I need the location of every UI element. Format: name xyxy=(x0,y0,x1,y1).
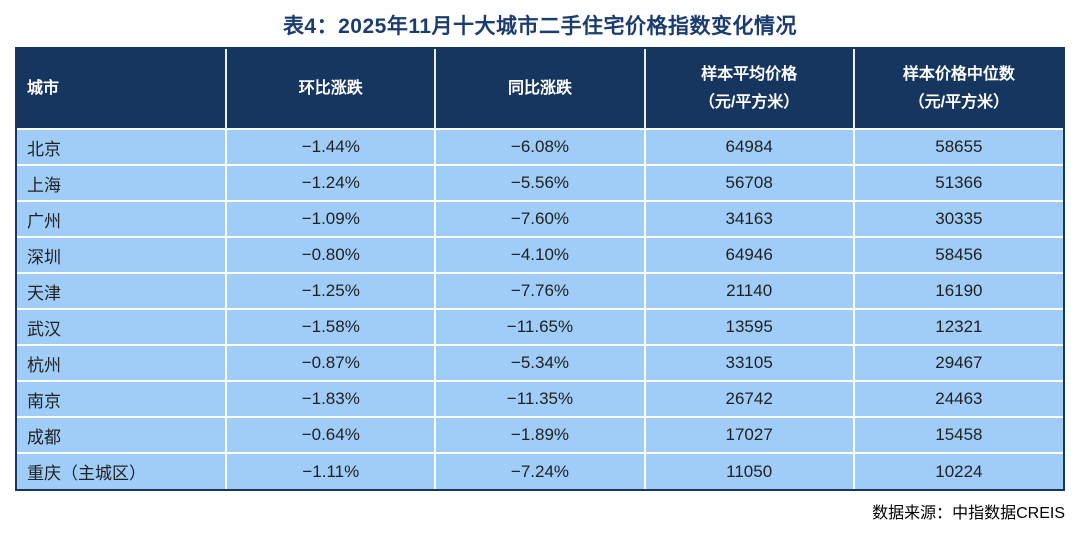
table-body: 北京 −1.44% −6.08% 64984 58655 上海 −1.24% −… xyxy=(17,128,1063,489)
table-row: 深圳 −0.80% −4.10% 64946 58456 xyxy=(17,236,1063,273)
table-header: 城市 环比涨跌 同比涨跌 样本平均价格 （元/平方米） 样本价格中位数 （元/平 xyxy=(17,49,1063,129)
cell-median-price: 16190 xyxy=(853,272,1063,309)
cell-avg-price: 21140 xyxy=(644,272,855,309)
cell-yoy: −11.65% xyxy=(435,308,646,345)
cell-avg-price: 26742 xyxy=(644,380,855,417)
cell-median-price: 51366 xyxy=(853,164,1063,201)
table-row: 成都 −0.64% −1.89% 17027 15458 xyxy=(17,416,1063,453)
cell-yoy: −7.76% xyxy=(435,272,646,309)
cell-avg-price: 64946 xyxy=(644,236,855,273)
cell-mom: −1.58% xyxy=(226,308,437,345)
cell-city: 上海 xyxy=(17,164,228,201)
cell-city: 广州 xyxy=(17,200,228,237)
cell-yoy: −5.34% xyxy=(435,344,646,381)
header-median-price: 样本价格中位数 （元/平方米） xyxy=(853,49,1063,129)
table-row: 南京 −1.83% −11.35% 26742 24463 xyxy=(17,380,1063,417)
cell-median-price: 58655 xyxy=(853,128,1063,165)
cell-city: 杭州 xyxy=(17,344,228,381)
cell-yoy: −11.35% xyxy=(435,380,646,417)
header-avg-price: 样本平均价格 （元/平方米） xyxy=(644,49,855,129)
cell-median-price: 24463 xyxy=(853,380,1063,417)
table-row: 武汉 −1.58% −11.65% 13595 12321 xyxy=(17,308,1063,345)
cell-city: 深圳 xyxy=(17,236,228,273)
header-city-label: 城市 xyxy=(27,79,60,97)
cell-avg-price: 64984 xyxy=(644,128,855,165)
data-source-note: 数据来源：中指数据CREIS xyxy=(872,505,1065,522)
cell-avg-price: 56708 xyxy=(644,164,855,201)
table-row: 杭州 −0.87% −5.34% 33105 29467 xyxy=(17,344,1063,381)
cell-mom: −0.64% xyxy=(226,416,437,453)
cell-city: 天津 xyxy=(17,272,228,309)
cell-avg-price: 33105 xyxy=(644,344,855,381)
cell-mom: −1.11% xyxy=(226,452,437,489)
cell-avg-price: 34163 xyxy=(644,200,855,237)
cell-mom: −0.87% xyxy=(226,344,437,381)
table-title: 表4：2025年11月十大城市二手住宅价格指数变化情况 xyxy=(282,15,798,38)
cell-avg-price: 11050 xyxy=(644,452,855,489)
data-table: 城市 环比涨跌 同比涨跌 样本平均价格 （元/平方米） 样本价格中位数 （元/平 xyxy=(17,49,1063,489)
data-table-container: 城市 环比涨跌 同比涨跌 样本平均价格 （元/平方米） 样本价格中位数 （元/平 xyxy=(15,47,1065,491)
cell-mom: −0.80% xyxy=(226,236,437,273)
cell-city: 南京 xyxy=(17,380,228,417)
cell-median-price: 30335 xyxy=(853,200,1063,237)
cell-median-price: 15458 xyxy=(853,416,1063,453)
header-city: 城市 xyxy=(17,49,228,129)
table-row: 北京 −1.44% −6.08% 64984 58655 xyxy=(17,128,1063,165)
cell-yoy: −7.60% xyxy=(435,200,646,237)
table-row: 广州 −1.09% −7.60% 34163 30335 xyxy=(17,200,1063,237)
cell-yoy: −7.24% xyxy=(435,452,646,489)
header-avg-label: 样本平均价格 xyxy=(701,66,798,84)
header-median-label: 样本价格中位数 xyxy=(902,66,1015,84)
header-mom-label: 环比涨跌 xyxy=(298,79,363,97)
cell-city: 重庆（主城区） xyxy=(17,452,228,489)
cell-city: 北京 xyxy=(17,128,228,165)
table-row: 天津 −1.25% −7.76% 21140 16190 xyxy=(17,272,1063,309)
cell-mom: −1.24% xyxy=(226,164,437,201)
header-mom-change: 环比涨跌 xyxy=(226,49,437,129)
table-row: 上海 −1.24% −5.56% 56708 51366 xyxy=(17,164,1063,201)
header-median-unit: （元/平方米） xyxy=(908,93,1010,111)
cell-mom: −1.44% xyxy=(226,128,437,165)
header-row: 城市 环比涨跌 同比涨跌 样本平均价格 （元/平方米） 样本价格中位数 （元/平 xyxy=(17,49,1063,129)
cell-yoy: −4.10% xyxy=(435,236,646,273)
header-yoy-label: 同比涨跌 xyxy=(507,79,572,97)
header-yoy-change: 同比涨跌 xyxy=(435,49,646,129)
cell-yoy: −5.56% xyxy=(435,164,646,201)
cell-mom: −1.25% xyxy=(226,272,437,309)
cell-mom: −1.09% xyxy=(226,200,437,237)
header-avg-unit: （元/平方米） xyxy=(698,93,800,111)
cell-median-price: 10224 xyxy=(853,452,1063,489)
cell-city: 成都 xyxy=(17,416,228,453)
cell-yoy: −6.08% xyxy=(435,128,646,165)
cell-median-price: 29467 xyxy=(853,344,1063,381)
cell-mom: −1.83% xyxy=(226,380,437,417)
cell-median-price: 12321 xyxy=(853,308,1063,345)
cell-median-price: 58456 xyxy=(853,236,1063,273)
cell-avg-price: 17027 xyxy=(644,416,855,453)
cell-yoy: −1.89% xyxy=(435,416,646,453)
cell-city: 武汉 xyxy=(17,308,228,345)
table-row: 重庆（主城区） −1.11% −7.24% 11050 10224 xyxy=(17,452,1063,489)
cell-avg-price: 13595 xyxy=(644,308,855,345)
